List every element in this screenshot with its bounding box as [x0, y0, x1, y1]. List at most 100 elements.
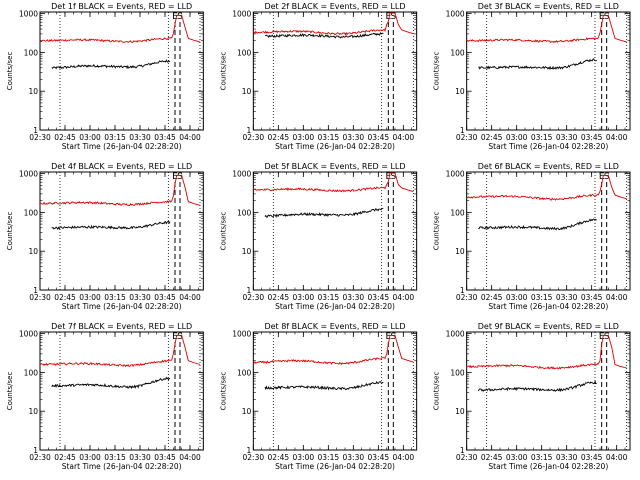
- series-lld-line: [252, 334, 414, 366]
- panel-det-5: Det 5f BLACK = Events, RED = LLD 1 10 100 10…: [219, 162, 418, 311]
- y-tick-label: 1000: [446, 330, 465, 339]
- flare-marker-e: E: [385, 332, 391, 342]
- x-tick-label: 03:00: [293, 293, 315, 302]
- x-tick-label: 04:00: [606, 453, 628, 462]
- x-axis-label: Start Time (26-Jan-04 02:28:20): [488, 142, 608, 151]
- y-tick-label: 1: [460, 126, 465, 135]
- y-tick-label: 100: [450, 48, 465, 57]
- x-axis-label: Start Time (26-Jan-04 02:28:20): [275, 142, 395, 151]
- plot-frame: [466, 11, 631, 131]
- x-tick-label: 03:15: [531, 293, 553, 302]
- y-tick-label: 100: [237, 48, 252, 57]
- flare-marker-s: S: [390, 332, 396, 342]
- y-tick-label: 1000: [19, 330, 38, 339]
- series-lld-line: [253, 172, 414, 193]
- plot-frame: [39, 11, 204, 131]
- x-axis-label: Start Time (26-Jan-04 02:28:20): [488, 302, 608, 311]
- x-tick-label: 04:00: [179, 133, 201, 142]
- x-tick-label: 02:45: [481, 133, 503, 142]
- x-tick-label: 02:30: [243, 453, 265, 462]
- y-tick-label: 1000: [232, 330, 251, 339]
- panel-title: Det 3f BLACK = Events, RED = LLD: [478, 2, 619, 11]
- flare-marker-s: S: [390, 172, 396, 182]
- panel-title: Det 1f BLACK = Events, RED = LLD: [51, 2, 192, 11]
- x-tick-label: 03:30: [556, 293, 578, 302]
- y-tick-label: 1000: [19, 10, 38, 19]
- x-tick-label: 03:45: [368, 133, 390, 142]
- y-tick-label: 10: [242, 247, 252, 256]
- x-tick-label: 02:45: [54, 293, 76, 302]
- x-tick-label: 03:00: [506, 293, 528, 302]
- x-tick-label: 03:15: [104, 453, 126, 462]
- y-tick-label: 100: [24, 368, 39, 377]
- y-axis-label: Counts/sec: [219, 372, 227, 411]
- y-tick-label: 1: [247, 446, 252, 455]
- x-tick-label: 02:45: [481, 453, 503, 462]
- flare-marker-s: S: [177, 12, 183, 22]
- x-tick-label: 02:45: [481, 293, 503, 302]
- x-tick-label: 02:45: [268, 293, 290, 302]
- panel-det-7: Det 7f BLACK = Events, RED = LLD 1 10 100 10…: [6, 322, 204, 471]
- series-lld-line: [466, 174, 627, 201]
- y-tick-label: 1000: [446, 170, 465, 179]
- y-tick-label: 10: [455, 87, 465, 96]
- y-tick-label: 10: [28, 87, 38, 96]
- series-events-line: [477, 380, 597, 393]
- series-lld-line: [39, 334, 201, 368]
- y-tick-label: 1: [247, 286, 252, 295]
- y-tick-label: 100: [24, 208, 39, 217]
- series-events-line: [478, 58, 597, 70]
- plot-frame: [252, 331, 418, 451]
- x-tick-label: 03:45: [154, 133, 176, 142]
- x-tick-label: 02:30: [29, 293, 51, 302]
- flare-marker-s: S: [604, 172, 610, 182]
- panel-det-8: Det 8f BLACK = Events, RED = LLD 1 10 100 10…: [219, 322, 418, 471]
- y-axis-label: Counts/sec: [219, 52, 227, 91]
- x-axis-label: Start Time (26-Jan-04 02:28:20): [62, 302, 182, 311]
- x-tick-label: 03:45: [581, 453, 603, 462]
- flare-marker-e: E: [599, 332, 605, 342]
- panel-title: Det 7f BLACK = Events, RED = LLD: [51, 322, 192, 331]
- x-tick-label: 03:30: [129, 133, 151, 142]
- series-lld-line: [39, 174, 201, 206]
- flare-marker-e: E: [172, 12, 178, 22]
- x-tick-label: 03:00: [293, 133, 315, 142]
- x-axis-label: Start Time (26-Jan-04 02:28:20): [62, 142, 182, 151]
- panel-det-9: Det 9f BLACK = Events, RED = LLD 1 10 100 10…: [433, 322, 631, 471]
- y-tick-label: 100: [450, 368, 465, 377]
- x-tick-label: 04:00: [393, 133, 415, 142]
- x-tick-label: 03:00: [506, 133, 528, 142]
- x-tick-label: 04:00: [393, 453, 415, 462]
- y-axis-label: Counts/sec: [6, 52, 14, 91]
- x-tick-label: 03:30: [129, 293, 151, 302]
- x-tick-label: 03:00: [293, 453, 315, 462]
- y-tick-label: 100: [237, 208, 252, 217]
- x-tick-label: 02:30: [456, 293, 478, 302]
- y-tick-label: 1: [460, 446, 465, 455]
- x-tick-label: 03:45: [581, 133, 603, 142]
- flare-marker-e: E: [172, 172, 178, 182]
- y-axis-label: Counts/sec: [6, 372, 14, 411]
- x-axis-label: Start Time (26-Jan-04 02:28:20): [275, 302, 395, 311]
- flare-marker-e: E: [385, 12, 391, 22]
- panel-title: Det 8f BLACK = Events, RED = LLD: [264, 322, 405, 331]
- panel-title: Det 6f BLACK = Events, RED = LLD: [478, 162, 619, 171]
- y-axis-label: Counts/sec: [433, 212, 441, 251]
- y-tick-label: 100: [237, 368, 252, 377]
- y-tick-label: 1: [460, 286, 465, 295]
- plot-frame: [466, 331, 631, 451]
- flare-marker-s: S: [177, 332, 183, 342]
- x-tick-label: 03:15: [531, 453, 553, 462]
- x-tick-label: 03:30: [343, 133, 365, 142]
- flare-marker-e: E: [172, 332, 178, 342]
- x-tick-label: 04:00: [179, 453, 201, 462]
- x-tick-label: 03:45: [154, 293, 176, 302]
- flare-marker-e: E: [385, 172, 391, 182]
- x-tick-label: 03:45: [154, 453, 176, 462]
- x-tick-label: 03:30: [556, 453, 578, 462]
- x-tick-label: 02:30: [29, 453, 51, 462]
- y-tick-label: 10: [455, 247, 465, 256]
- panel-title: Det 4f BLACK = Events, RED = LLD: [51, 162, 192, 171]
- x-tick-label: 03:15: [318, 133, 340, 142]
